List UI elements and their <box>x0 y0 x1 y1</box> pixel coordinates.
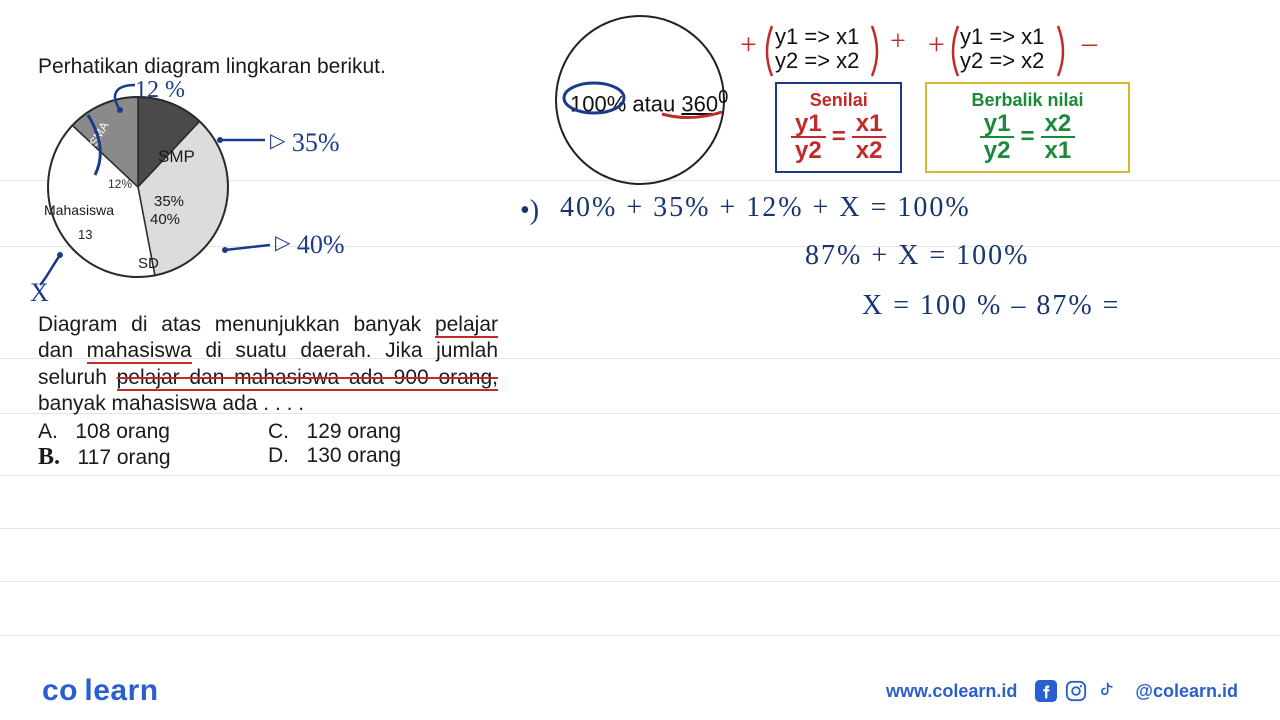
work-l1: 40% + 35% + 12% + X = 100% <box>560 192 971 224</box>
bracket-2 <box>946 22 1076 82</box>
minus-2: – <box>1082 26 1097 60</box>
pie-chart: SMP 35% 40% SD Mahasiswa 12% SMA 13 <box>38 87 238 287</box>
hand-12: 12 % <box>135 77 185 104</box>
brand-logo: co learn <box>42 674 159 708</box>
work-l3: X = 100 % – 87% = <box>862 290 1120 322</box>
plus-2: + <box>928 28 945 62</box>
pie-label-12: 12% <box>108 177 132 191</box>
answer-options: A. 108 orang C. 129 orang B. 117 orang D… <box>38 420 498 471</box>
question-title: Perhatikan diagram lingkaran berikut. <box>38 55 508 79</box>
formula-senilai: Senilai y1y2 = x1x2 <box>775 82 902 173</box>
pie-label-40: 40% <box>150 211 180 228</box>
footer-handle[interactable]: @colearn.id <box>1135 681 1238 702</box>
circle-mark-red <box>660 108 730 124</box>
instagram-icon[interactable] <box>1065 680 1087 702</box>
plus-1b: + <box>890 26 906 58</box>
circle-mark-blue <box>562 80 652 120</box>
footer: co learn www.colearn.id @colearn.id <box>0 662 1280 720</box>
footer-url[interactable]: www.colearn.id <box>886 681 1017 702</box>
plus-1: + <box>740 28 757 62</box>
question-body: Diagram di atas menunjukkan banyak pelaj… <box>38 312 498 417</box>
hand-40: ▷ 40% <box>275 230 345 260</box>
bracket-1 <box>760 22 890 82</box>
pie-label-smp: SMP <box>158 147 195 167</box>
formula-berbalik: Berbalik nilai y1y2 = x2x1 <box>925 82 1130 173</box>
hand-35: ▷ 35% <box>270 128 340 158</box>
hand-x: X <box>30 278 49 308</box>
pie-label-35: 35% <box>154 193 184 210</box>
work-bullet: •) <box>520 195 539 227</box>
work-l2: 87% + X = 100% <box>805 240 1029 272</box>
facebook-icon[interactable] <box>1035 680 1057 702</box>
pie-label-13: 13 <box>78 227 92 242</box>
pie-label-mhs: Mahasiswa <box>44 202 114 218</box>
tiktok-icon[interactable] <box>1095 680 1117 702</box>
social-icons <box>1035 680 1117 702</box>
pie-label-sd: SD <box>138 255 159 272</box>
question-block: Perhatikan diagram lingkaran berikut. SM… <box>38 55 508 287</box>
